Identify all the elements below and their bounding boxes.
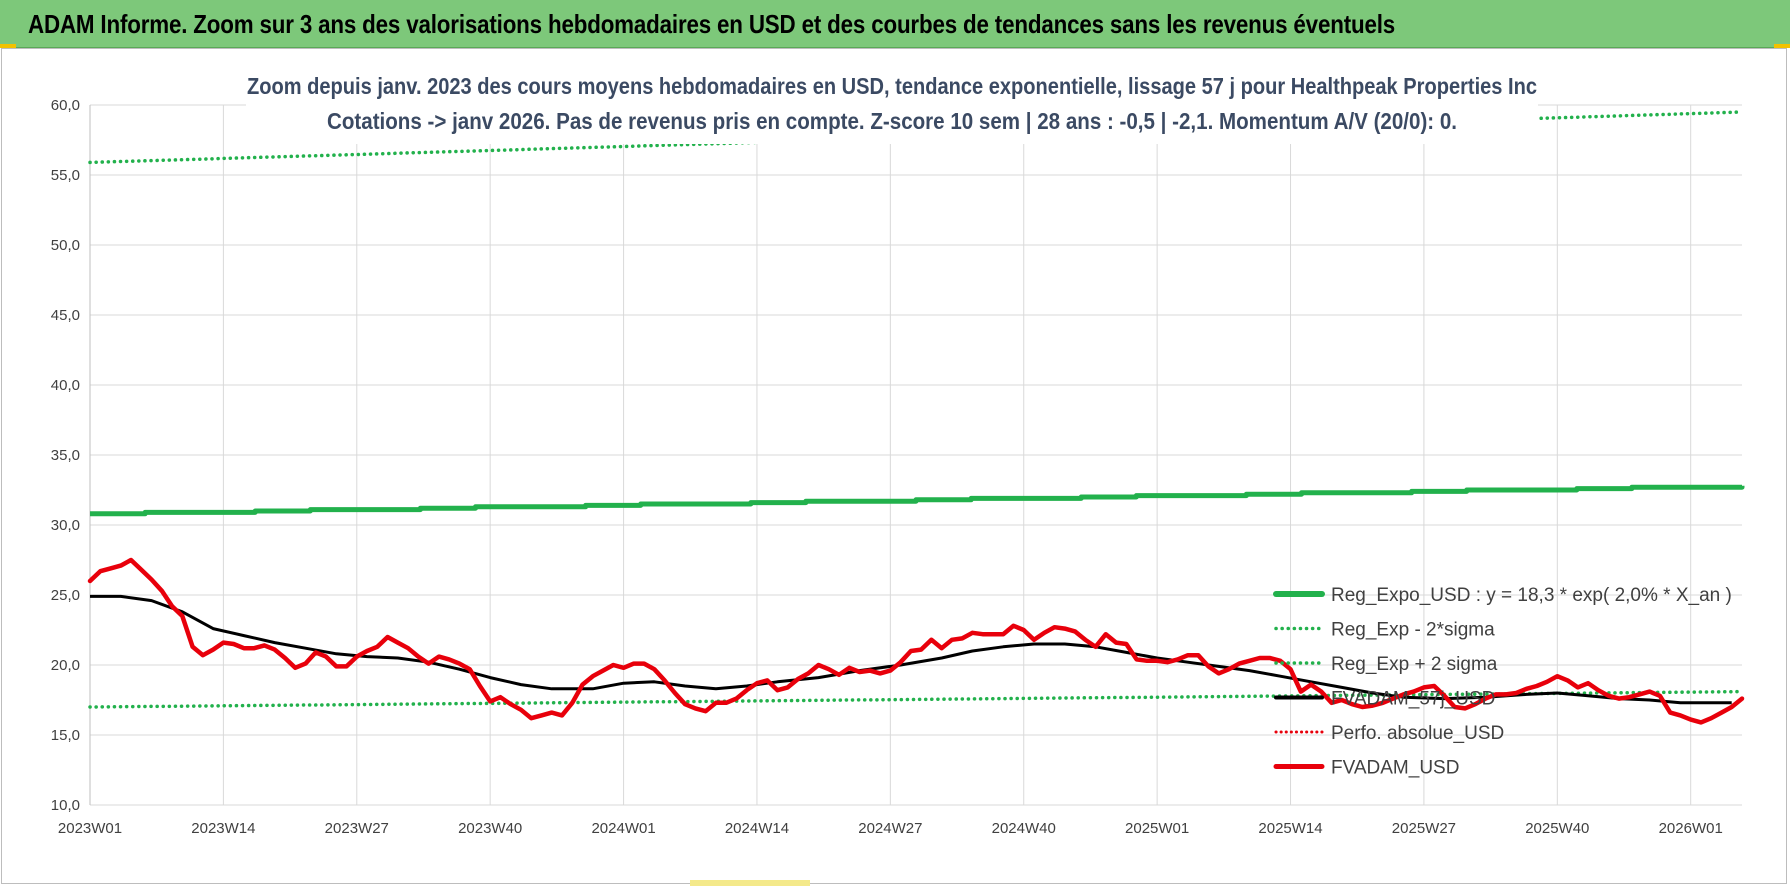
legend: Reg_Expo_USD : y = 18,3 * exp( 2,0% * X_… — [1273, 585, 1732, 779]
fvadam-57j-line — [90, 594, 1732, 705]
legend-label: FVADAM_USD — [1331, 758, 1459, 779]
corner-accent-right — [1774, 44, 1790, 48]
legend-label: Perfo. absolue_USD — [1331, 723, 1504, 744]
x-tick-label: 2023W27 — [325, 820, 389, 837]
y-tick-label: 55,0 — [51, 167, 80, 184]
report-title: ADAM Informe. Zoom sur 3 ans des valoris… — [28, 9, 1396, 39]
x-tick-label: 2026W01 — [1659, 820, 1723, 837]
y-tick-label: 45,0 — [51, 307, 80, 324]
x-tick-label: 2024W01 — [591, 820, 655, 837]
x-tick-label: 2025W01 — [1125, 820, 1189, 837]
x-tick-label: 2023W14 — [191, 820, 255, 837]
y-tick-label: 35,0 — [51, 447, 80, 464]
legend-label: Reg_Expo_USD : y = 18,3 * exp( 2,0% * X_… — [1331, 585, 1732, 606]
y-tick-label: 40,0 — [51, 377, 80, 394]
x-tick-label: 2024W14 — [725, 820, 789, 837]
grid — [89, 104, 1742, 806]
y-tick-label: 50,0 — [51, 237, 80, 254]
y-tick-label: 15,0 — [51, 727, 80, 744]
lower-sigma-line — [88, 689, 1744, 709]
x-tick-label: 2023W01 — [58, 820, 122, 837]
chart-title-line-2: Cotations -> janv 2026. Pas de revenus p… — [327, 108, 1457, 134]
y-tick-label: 30,0 — [51, 517, 80, 534]
corner-accent-left — [0, 44, 16, 48]
x-tick-label: 2023W40 — [458, 820, 522, 837]
corner-accent-bottom — [690, 880, 810, 886]
y-tick-label: 25,0 — [51, 587, 80, 604]
report-banner: ADAM Informe. Zoom sur 3 ans des valoris… — [0, 0, 1790, 48]
chart-title-line-1: Zoom depuis janv. 2023 des cours moyens … — [247, 73, 1537, 99]
y-tick-label: 60,0 — [51, 97, 80, 114]
legend-label: Reg_Exp - 2*sigma — [1331, 620, 1495, 641]
axis-ticks: 10,0 15,0 20,0 25,0 30,0 35,0 40,0 45,0 50,0 55,0… — [51, 97, 1723, 837]
x-tick-label: 2025W40 — [1525, 820, 1589, 837]
x-tick-label: 2025W27 — [1392, 820, 1456, 837]
y-tick-label: 20,0 — [51, 657, 80, 674]
y-tick-label: 10,0 — [51, 797, 80, 814]
fvadam-line — [87, 557, 1745, 725]
title-background — [246, 66, 1538, 144]
x-tick-label: 2025W14 — [1258, 820, 1322, 837]
regression-line — [90, 484, 1745, 517]
legend-label: Reg_Exp + 2 sigma — [1331, 654, 1498, 675]
legend-label: FVADAM_57j_USD — [1331, 689, 1495, 710]
x-tick-label: 2024W27 — [858, 820, 922, 837]
chart-frame — [1, 48, 1787, 884]
x-tick-label: 2024W40 — [992, 820, 1056, 837]
